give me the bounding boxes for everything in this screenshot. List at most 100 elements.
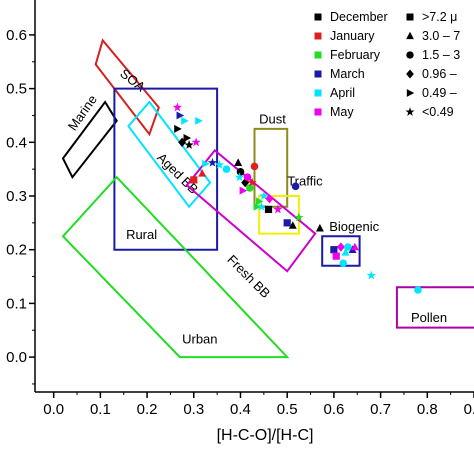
x-tick-label: 0.4 bbox=[230, 401, 251, 418]
x-tick-label: 0.3 bbox=[183, 401, 204, 418]
legend-marker-month bbox=[314, 51, 322, 59]
data-point bbox=[181, 116, 189, 125]
x-tick-label: 0.7 bbox=[370, 401, 391, 418]
axes-layer: 0.0 0.1 0.2 0.3 0.4 0.5 0.6 0.7 0.8 0.9 0.0 0.1 0.2 0… bbox=[6, 0, 474, 418]
data-point bbox=[350, 242, 359, 251]
data-point bbox=[234, 172, 245, 182]
data-point bbox=[366, 270, 376, 280]
data-point bbox=[273, 204, 283, 214]
x-tick-label: 0.2 bbox=[137, 401, 158, 418]
legend-month-label: December bbox=[330, 10, 388, 24]
region-label-biogenic: Biogenic bbox=[329, 219, 379, 234]
region-label-dust: Dust bbox=[259, 112, 286, 127]
data-point bbox=[195, 116, 203, 125]
x-tick-label: 0.8 bbox=[417, 401, 438, 418]
data-point bbox=[259, 191, 269, 200]
data-point bbox=[330, 246, 338, 254]
x-tick-label: 0.6 bbox=[323, 401, 344, 418]
data-point bbox=[246, 184, 254, 192]
legend-marker-size bbox=[406, 89, 415, 97]
legend-marker-month bbox=[314, 13, 322, 21]
y-tick-label: 0.5 bbox=[6, 81, 27, 98]
data-point bbox=[183, 134, 192, 142]
region-label-fresh-bb: Fresh BB bbox=[224, 252, 273, 301]
data-point bbox=[332, 252, 340, 260]
legend-marker-month bbox=[314, 108, 322, 116]
x-tick-label: 0.9 bbox=[464, 401, 474, 418]
region-label-urban: Urban bbox=[182, 332, 217, 347]
legend-size-label: 1.5 – 3 bbox=[422, 48, 460, 62]
legend-size-label: 3.0 – 7 bbox=[422, 29, 460, 43]
data-point bbox=[315, 223, 324, 232]
legend-month-label: February bbox=[330, 48, 381, 62]
data-point bbox=[239, 186, 248, 195]
data-point bbox=[236, 168, 245, 176]
region-soa bbox=[94, 38, 160, 137]
data-point bbox=[336, 242, 345, 252]
data-point bbox=[253, 202, 262, 211]
points-layer bbox=[172, 102, 422, 294]
x-tick-label: 0.0 bbox=[43, 401, 64, 418]
legend-marker-size bbox=[406, 51, 414, 59]
legend-month-label: April bbox=[330, 86, 355, 100]
y-tick-label: 0.3 bbox=[6, 188, 27, 205]
region-label-marine: Marine bbox=[65, 92, 100, 133]
legend-marker-month bbox=[314, 89, 322, 97]
legend: December January February March April May >7.2… bbox=[314, 10, 460, 119]
data-point bbox=[190, 176, 198, 184]
region-traffic bbox=[258, 195, 300, 235]
legend-marker-month bbox=[314, 70, 322, 78]
legend-size-label: 0.96 – bbox=[422, 67, 457, 81]
region-label-aged-bb: Aged BB bbox=[154, 150, 201, 197]
region-aged-bb bbox=[127, 100, 212, 209]
data-point bbox=[222, 165, 231, 173]
data-point bbox=[339, 259, 348, 267]
data-point bbox=[291, 182, 300, 191]
legend-month-label: May bbox=[330, 105, 354, 119]
region-label-rural: Rural bbox=[126, 227, 157, 242]
y-tick-label: 0.6 bbox=[6, 27, 27, 44]
data-point bbox=[283, 219, 291, 227]
data-point bbox=[202, 159, 210, 168]
data-point bbox=[178, 137, 187, 147]
x-axis-title: [H-C-O]/[H-C] bbox=[217, 427, 314, 444]
legend-marker-size bbox=[405, 107, 415, 116]
legend-marker-size bbox=[406, 69, 414, 79]
data-point bbox=[184, 140, 194, 149]
region-dust bbox=[253, 127, 289, 208]
legend-month-label: January bbox=[330, 29, 375, 43]
data-point bbox=[207, 157, 218, 167]
y-tick-label: 0.2 bbox=[6, 242, 27, 259]
data-point bbox=[255, 197, 264, 206]
region-biogenic bbox=[321, 235, 361, 267]
data-point bbox=[264, 205, 273, 214]
region-fresh-bb bbox=[185, 148, 317, 273]
data-point bbox=[250, 162, 259, 171]
data-point bbox=[265, 194, 274, 204]
data-point bbox=[234, 158, 243, 166]
data-point bbox=[288, 221, 297, 229]
legend-size-label: >7.2 μ bbox=[422, 10, 457, 24]
legend-month-label: March bbox=[330, 67, 365, 81]
data-point bbox=[344, 243, 352, 251]
data-point bbox=[172, 102, 183, 112]
data-point bbox=[256, 201, 267, 211]
region-urban bbox=[61, 175, 290, 359]
y-tick-label: 0.4 bbox=[6, 134, 27, 151]
data-point bbox=[174, 124, 182, 133]
data-point bbox=[341, 248, 350, 256]
legend-size-label: <0.49 bbox=[422, 105, 454, 119]
legend-marker-month bbox=[314, 32, 322, 40]
legend-size-label: 0.49 – bbox=[422, 86, 457, 100]
legend-marker-size bbox=[406, 13, 414, 21]
region-label-pollen: Pollen bbox=[411, 310, 447, 325]
y-tick-label: 0.1 bbox=[6, 295, 27, 312]
data-point bbox=[243, 173, 252, 181]
data-point bbox=[247, 177, 257, 187]
legend-marker-size bbox=[406, 31, 414, 40]
x-tick-label: 0.1 bbox=[90, 401, 111, 418]
data-point bbox=[294, 212, 304, 222]
region-pollen bbox=[395, 286, 474, 329]
y-tick-label: 0.0 bbox=[6, 349, 27, 366]
